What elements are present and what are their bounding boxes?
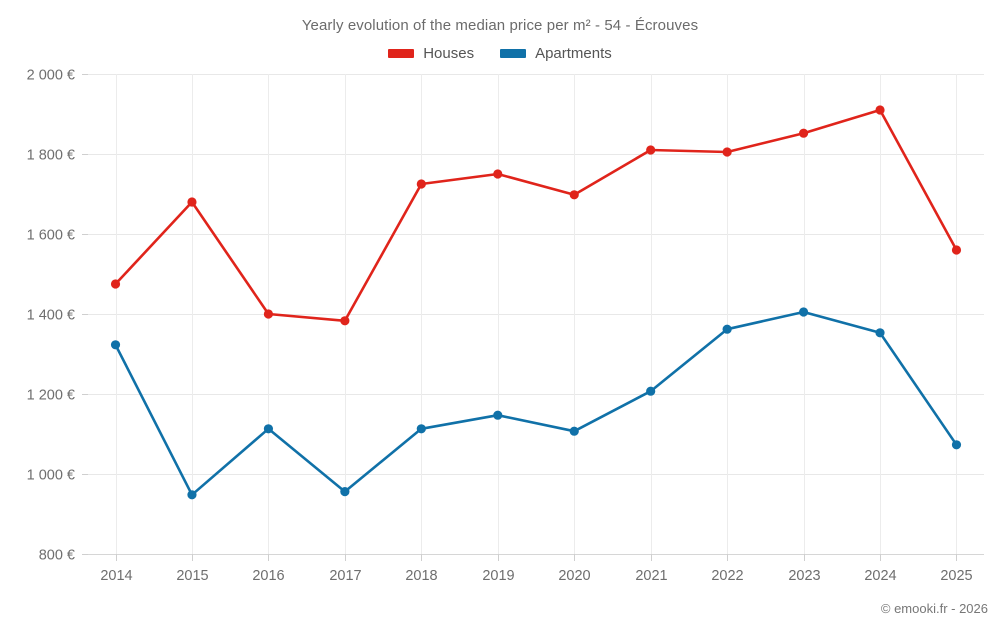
data-point[interactable] — [340, 487, 350, 497]
data-point[interactable] — [187, 197, 197, 207]
data-point[interactable] — [569, 190, 579, 200]
data-point[interactable] — [187, 490, 197, 500]
legend-label-houses: Houses — [423, 45, 475, 62]
legend-item-houses[interactable]: Houses — [388, 45, 474, 62]
x-tick-label: 2018 — [405, 568, 437, 584]
y-tick-label: 2 000 € — [27, 68, 75, 84]
data-point[interactable] — [875, 328, 885, 338]
data-point[interactable] — [340, 316, 350, 326]
data-point[interactable] — [569, 426, 579, 436]
x-tick-label: 2019 — [482, 568, 514, 584]
chart-title: Yearly evolution of the median price per… — [301, 17, 699, 34]
chart-legend: Houses Apartments — [0, 45, 1000, 62]
data-point[interactable] — [110, 279, 121, 289]
legend-swatch-houses — [388, 49, 415, 58]
x-tick-label: 2021 — [635, 568, 667, 584]
x-tick-label: 2017 — [329, 568, 361, 584]
data-point[interactable] — [493, 169, 503, 179]
data-point[interactable] — [951, 440, 962, 450]
y-tick-label: 1 200 € — [27, 388, 75, 404]
x-tick-label: 2024 — [864, 568, 896, 584]
data-point[interactable] — [110, 340, 121, 350]
data-point[interactable] — [875, 105, 885, 115]
x-tick-label: 2015 — [176, 568, 208, 584]
data-point[interactable] — [951, 245, 962, 255]
y-tick-label: 1 000 € — [27, 468, 75, 484]
data-point[interactable] — [798, 307, 809, 317]
data-point[interactable] — [263, 424, 274, 434]
data-point[interactable] — [722, 324, 732, 334]
x-tick-label: 2020 — [558, 568, 590, 584]
data-point[interactable] — [493, 410, 503, 420]
data-point[interactable] — [263, 309, 274, 319]
y-tick-label: 1 600 € — [27, 228, 75, 244]
data-point[interactable] — [646, 145, 656, 155]
series-line-houses — [114, 108, 958, 323]
x-tick-label: 2022 — [711, 568, 743, 584]
data-point[interactable] — [416, 424, 426, 434]
x-tick-label: 2025 — [940, 568, 972, 584]
credit-label: © emooki.fr - 2026 — [880, 601, 988, 616]
series-line-apartments — [114, 310, 958, 497]
y-tick-label: 800 € — [39, 548, 75, 564]
legend-label-apartments: Apartments — [535, 45, 612, 62]
data-point[interactable] — [722, 147, 732, 157]
y-tick-label: 1 400 € — [27, 308, 75, 324]
data-point[interactable] — [646, 386, 656, 396]
x-tick-label: 2014 — [100, 568, 132, 584]
legend-item-apartments[interactable]: Apartments — [500, 45, 612, 62]
y-tick-label: 1 800 € — [27, 148, 75, 164]
x-tick-label: 2016 — [252, 568, 284, 584]
data-point[interactable] — [416, 179, 426, 189]
x-tick-label: 2023 — [788, 568, 820, 584]
data-point[interactable] — [798, 128, 809, 138]
legend-swatch-apartments — [500, 49, 527, 58]
